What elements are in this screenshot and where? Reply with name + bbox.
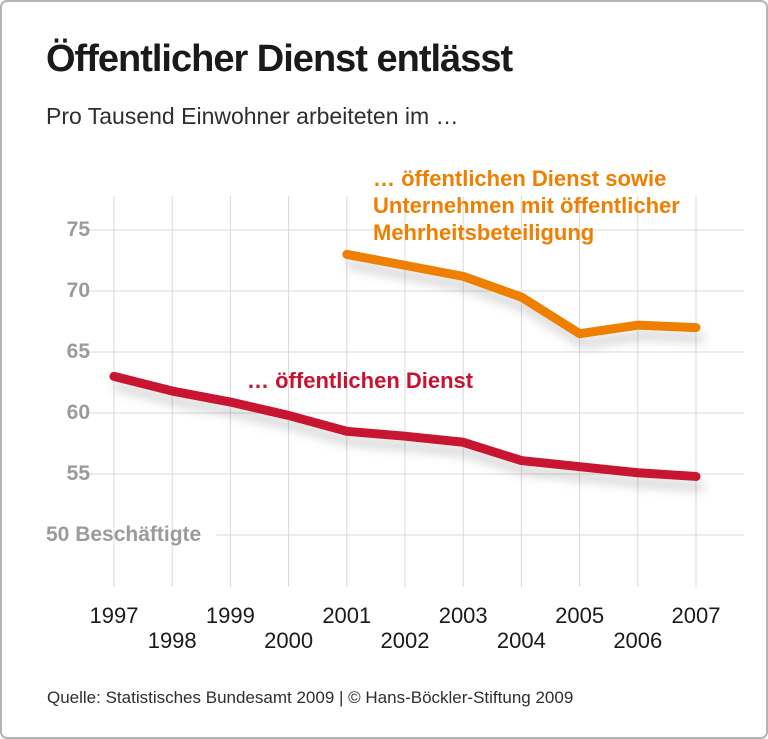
x-tick-label-2007: 2007 <box>671 603 721 628</box>
x-tick-label-2002: 2002 <box>380 628 430 653</box>
x-tick-label-1999: 1999 <box>205 603 255 628</box>
y-tick-label-50: 50 Beschäftigte <box>46 523 202 546</box>
x-tick-label-1998: 1998 <box>147 628 197 653</box>
x-tick-label-2001: 2001 <box>322 603 372 628</box>
legend-public-sector-plus-companies: … öffentlichen Dienst sowie Unternehmen … <box>373 166 680 245</box>
x-tick-label-2000: 2000 <box>264 628 314 653</box>
y-tick-label-60: 60 <box>66 401 90 424</box>
chart-title: Öffentlicher Dienst entlässt <box>46 38 513 80</box>
y-tick-label-70: 70 <box>66 279 90 302</box>
chart-subtitle: Pro Tausend Einwohner arbeiteten im … <box>46 103 459 129</box>
x-tick-label-1997: 1997 <box>89 603 139 628</box>
source-note: Quelle: Statistisches Bundesamt 2009 | ©… <box>47 688 574 707</box>
x-tick-label-2006: 2006 <box>613 628 663 653</box>
x-tick-label-2003: 2003 <box>438 603 488 628</box>
series-line-1 <box>342 249 701 339</box>
x-tick-label-2005: 2005 <box>555 603 605 628</box>
y-tick-label-55: 55 <box>66 462 90 485</box>
y-tick-label-75: 75 <box>66 218 90 241</box>
series-line-0 <box>109 371 701 481</box>
y-tick-label-65: 65 <box>66 340 90 363</box>
data-lines <box>109 249 701 481</box>
x-tick-label-2004: 2004 <box>496 628 546 653</box>
legend-public-sector: … öffentlichen Dienst <box>247 368 474 393</box>
